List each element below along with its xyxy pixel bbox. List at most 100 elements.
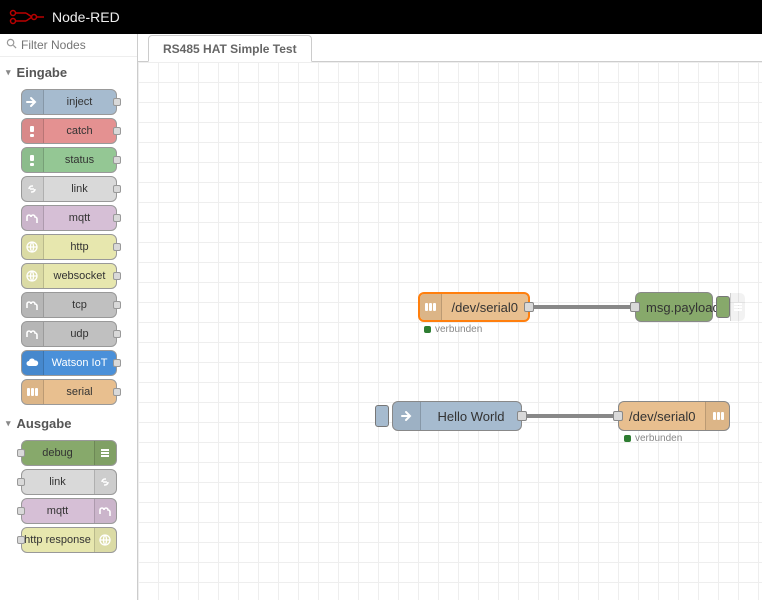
- palette-node-label: status: [44, 154, 116, 166]
- bridge-icon: [22, 322, 44, 346]
- main: ▾ Eingabe inject catch status link mqtt http web…: [0, 34, 762, 600]
- palette-node-label: catch: [44, 125, 116, 137]
- port[interactable]: [113, 156, 121, 164]
- palette-category[interactable]: ▾ Eingabe: [0, 57, 137, 86]
- status-dot: [424, 326, 431, 333]
- workspace: RS485 HAT Simple Test /dev/serial0 verbun…: [138, 34, 762, 600]
- serial-icon: [22, 380, 44, 404]
- palette-node-link[interactable]: link: [21, 176, 117, 202]
- status-text: verbunden: [635, 433, 682, 444]
- inject-button[interactable]: [375, 405, 389, 427]
- globe-icon: [22, 264, 44, 288]
- palette-node-label: websocket: [44, 270, 116, 282]
- palette-node-label: link: [22, 476, 94, 488]
- category-label: Eingabe: [17, 65, 68, 80]
- flow-node-label: Hello World: [421, 409, 521, 424]
- status-text: verbunden: [435, 324, 482, 335]
- palette-node-label: debug: [22, 447, 94, 459]
- debug-toggle-button[interactable]: [716, 296, 730, 318]
- flow-node-label: /dev/serial0: [619, 409, 705, 424]
- palette-node-label: mqtt: [44, 212, 116, 224]
- flow-node-debug[interactable]: msg.payload: [635, 292, 713, 322]
- app-title: Node-RED: [52, 9, 120, 25]
- link-icon: [22, 177, 44, 201]
- flow-canvas[interactable]: /dev/serial0 verbunden msg.payload Hello Wo…: [138, 62, 762, 600]
- palette-node-tcp[interactable]: tcp: [21, 292, 117, 318]
- palette-node-label: Watson IoT: [44, 357, 116, 369]
- globe-icon: [22, 235, 44, 259]
- flow-node-serial-in[interactable]: /dev/serial0: [418, 292, 530, 322]
- port[interactable]: [17, 449, 25, 457]
- flow-node-inject[interactable]: Hello World: [392, 401, 522, 431]
- port[interactable]: [113, 388, 121, 396]
- port[interactable]: [613, 411, 623, 421]
- bridge-icon: [94, 499, 116, 523]
- palette-node-watsoniot[interactable]: Watson IoT: [21, 350, 117, 376]
- port[interactable]: [113, 185, 121, 193]
- debug-icon: [94, 441, 116, 465]
- palette-node-label: udp: [44, 328, 116, 340]
- cloud-icon: [22, 351, 44, 375]
- serial-icon: [705, 402, 729, 430]
- bang-icon: [22, 148, 44, 172]
- chevron-down-icon: ▾: [6, 418, 11, 429]
- wire[interactable]: [530, 305, 635, 309]
- flow-tab[interactable]: RS485 HAT Simple Test: [148, 35, 312, 62]
- port[interactable]: [17, 507, 25, 515]
- palette-category[interactable]: ▾ Ausgabe: [0, 408, 137, 437]
- port[interactable]: [113, 359, 121, 367]
- port[interactable]: [113, 98, 121, 106]
- palette-node-udp[interactable]: udp: [21, 321, 117, 347]
- category-label: Ausgabe: [17, 416, 72, 431]
- link-icon: [94, 470, 116, 494]
- palette-node-http[interactable]: http: [21, 234, 117, 260]
- bridge-icon: [22, 206, 44, 230]
- chevron-down-icon: ▾: [6, 67, 11, 78]
- logo: [8, 8, 44, 26]
- palette-node-catch[interactable]: catch: [21, 118, 117, 144]
- palette-list[interactable]: ▾ Eingabe inject catch status link mqtt http web…: [0, 57, 137, 600]
- palette-node-debug[interactable]: debug: [21, 440, 117, 466]
- palette-filter[interactable]: [0, 34, 137, 57]
- port[interactable]: [524, 302, 534, 312]
- port[interactable]: [113, 301, 121, 309]
- filter-input[interactable]: [21, 38, 131, 52]
- palette-node-status[interactable]: status: [21, 147, 117, 173]
- app-header: Node-RED: [0, 0, 762, 34]
- palette-node-label: tcp: [44, 299, 116, 311]
- search-icon: [6, 38, 17, 52]
- workspace-tabs: RS485 HAT Simple Test: [138, 34, 762, 62]
- port[interactable]: [113, 214, 121, 222]
- port[interactable]: [17, 478, 25, 486]
- status-dot: [624, 435, 631, 442]
- palette-node-label: serial: [44, 386, 116, 398]
- port[interactable]: [17, 536, 25, 544]
- node-status: verbunden: [624, 433, 682, 444]
- port[interactable]: [113, 243, 121, 251]
- palette-node-label: link: [44, 183, 116, 195]
- debug-icon: [730, 293, 745, 321]
- palette-node-websocket[interactable]: websocket: [21, 263, 117, 289]
- globe-icon: [94, 528, 116, 552]
- palette-node-label: mqtt: [22, 505, 94, 517]
- port[interactable]: [517, 411, 527, 421]
- palette-node-http-response[interactable]: http response: [21, 527, 117, 553]
- palette-node-mqtt-out[interactable]: mqtt: [21, 498, 117, 524]
- bridge-icon: [22, 293, 44, 317]
- palette-node-serial[interactable]: serial: [21, 379, 117, 405]
- palette-node-label: http: [44, 241, 116, 253]
- node-red-logo-icon: [8, 8, 44, 26]
- flow-node-label: /dev/serial0: [442, 300, 528, 315]
- palette-node-mqtt[interactable]: mqtt: [21, 205, 117, 231]
- palette-node-label: http response: [22, 534, 94, 546]
- port[interactable]: [113, 330, 121, 338]
- port[interactable]: [113, 127, 121, 135]
- flow-node-serial-out[interactable]: /dev/serial0: [618, 401, 730, 431]
- bang-icon: [22, 119, 44, 143]
- port[interactable]: [113, 272, 121, 280]
- palette-node-link-out[interactable]: link: [21, 469, 117, 495]
- port[interactable]: [630, 302, 640, 312]
- palette-node-inject[interactable]: inject: [21, 89, 117, 115]
- node-status: verbunden: [424, 324, 482, 335]
- wire[interactable]: [522, 414, 618, 418]
